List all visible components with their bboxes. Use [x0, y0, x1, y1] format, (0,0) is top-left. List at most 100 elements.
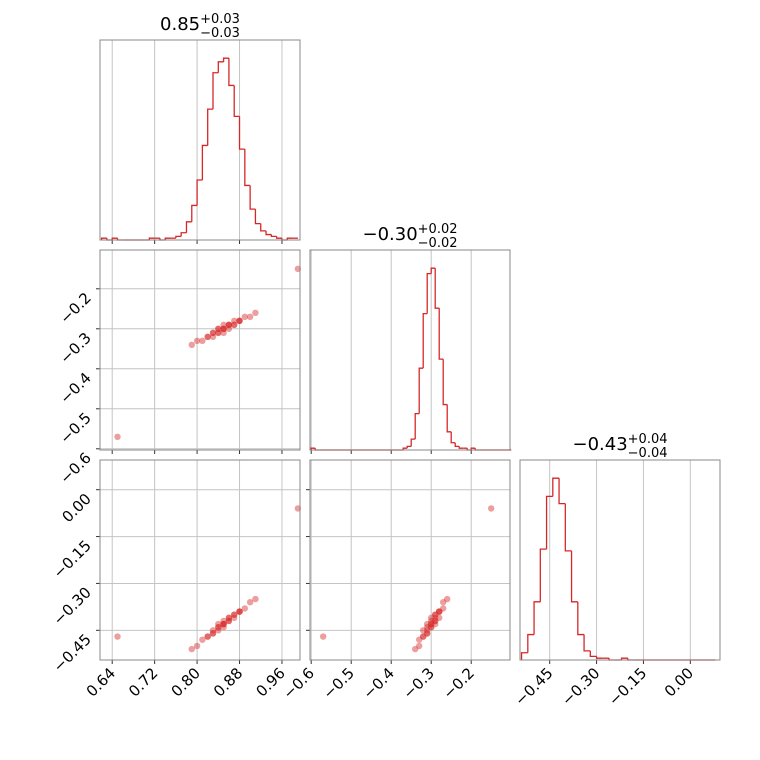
- hist-bar: [180, 232, 187, 237]
- hist-bar: [207, 108, 213, 146]
- sample-point: [193, 642, 201, 650]
- sample-point: [199, 337, 206, 344]
- sample-point: [220, 623, 227, 631]
- sample-point: [294, 265, 302, 272]
- sample-point: [220, 620, 227, 628]
- x-tick-label: −0.5: [320, 664, 358, 702]
- sample-point: [220, 329, 227, 336]
- sample-point: [193, 337, 201, 344]
- sample-point: [220, 620, 227, 628]
- hist-bar: [201, 144, 208, 180]
- sample-point: [215, 627, 222, 634]
- y-tick-label: −0.6: [56, 449, 94, 487]
- title-value: 0.85: [160, 14, 200, 35]
- sample-point: [209, 329, 217, 336]
- hist-bar: [446, 404, 452, 433]
- sample-point: [428, 623, 435, 631]
- panel-frame: [519, 459, 721, 661]
- sample-point: [432, 620, 439, 628]
- hist-bar: [249, 185, 256, 210]
- sample-point: [432, 611, 439, 618]
- sample-point: [225, 321, 233, 328]
- sample-point: [432, 611, 439, 618]
- hist-bar: [100, 237, 107, 240]
- hist-bar: [164, 237, 171, 240]
- sample-point: [220, 321, 227, 328]
- sample-point: [204, 633, 211, 640]
- hist-bar: [196, 179, 203, 206]
- sample-point: [432, 614, 439, 622]
- sample-point: [241, 605, 249, 612]
- sample-point: [428, 620, 435, 628]
- hist-bar: [254, 209, 261, 225]
- sample-point: [236, 608, 243, 615]
- sample-point: [246, 313, 254, 320]
- panel-frame: [309, 249, 511, 451]
- x-tick-label: −0.4: [360, 664, 398, 702]
- x-tick-label: −0.30: [558, 664, 603, 709]
- title-lower: −0.04: [628, 446, 668, 461]
- panel: −0.6−0.5−0.4−0.3−0.2: [56, 249, 302, 487]
- hist-bar: [558, 478, 566, 505]
- sample-point: [236, 608, 243, 615]
- sample-point: [225, 325, 233, 332]
- sample-point: [236, 317, 243, 324]
- sample-point: [420, 633, 427, 640]
- y-tick-label: −0.15: [50, 537, 95, 582]
- hist-bar: [260, 223, 267, 232]
- x-tick-label: −0.2: [440, 664, 478, 702]
- sample-point: [488, 505, 495, 512]
- sample-point: [215, 329, 222, 336]
- sample-point: [440, 605, 447, 612]
- sample-point: [220, 325, 227, 332]
- sample-point: [428, 614, 435, 622]
- hist-bar: [111, 237, 118, 240]
- sample-point: [436, 608, 443, 615]
- hist-bar: [470, 447, 476, 450]
- x-tick-label: −0.6: [280, 664, 318, 702]
- x-tick-label: 0.72: [125, 664, 161, 700]
- panel-frame: [309, 459, 511, 661]
- sample-point: [424, 623, 431, 631]
- sample-point: [220, 325, 227, 332]
- hist-bar: [620, 657, 628, 660]
- hist-bar: [406, 445, 412, 449]
- hist-bar: [175, 235, 182, 239]
- sample-point: [252, 309, 259, 316]
- hist-bar: [527, 633, 535, 653]
- sample-point: [199, 636, 206, 643]
- hist-bar: [233, 85, 240, 118]
- sample-point: [220, 617, 227, 625]
- hist-bar: [414, 412, 420, 440]
- hist-bar: [212, 72, 219, 110]
- hist-bar: [570, 550, 578, 603]
- hist-bar: [418, 367, 424, 414]
- sample-point: [436, 608, 443, 615]
- sample-point: [225, 614, 233, 622]
- sample-point: [209, 329, 217, 336]
- hist-bar: [185, 221, 192, 233]
- sample-point: [231, 611, 238, 618]
- sample-point: [225, 617, 233, 625]
- x-tick-label: −0.3: [400, 664, 438, 702]
- sample-point: [204, 633, 211, 640]
- sample-point: [231, 317, 238, 324]
- sample-point: [294, 505, 302, 512]
- hist-bar: [450, 431, 456, 444]
- sample-point: [236, 608, 243, 615]
- sample-point: [225, 617, 233, 625]
- sample-point: [225, 321, 233, 328]
- sample-point: [225, 614, 233, 622]
- sample-point: [204, 333, 211, 340]
- hist-bar: [265, 230, 272, 236]
- sample-point: [215, 623, 222, 631]
- x-tick-label: 0.00: [661, 664, 697, 700]
- title-value: −0.30: [362, 224, 417, 245]
- sample-point: [436, 614, 443, 622]
- hist-bar: [238, 116, 245, 150]
- panel-title: −0.43+0.04 −0.04: [572, 432, 667, 461]
- sample-point: [215, 325, 222, 332]
- hist-bar: [286, 237, 293, 240]
- sample-point: [209, 630, 217, 637]
- hist-bar: [458, 446, 464, 449]
